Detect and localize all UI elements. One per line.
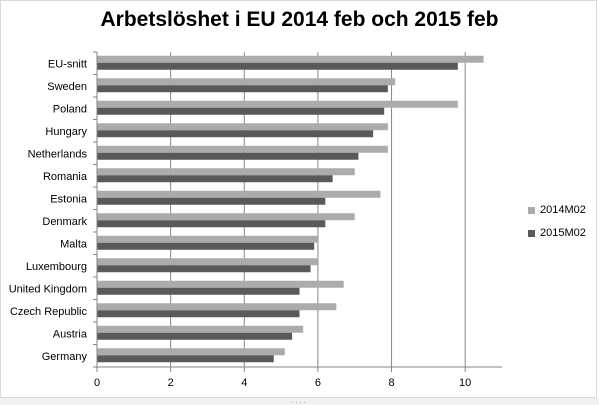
bar-2015M02-eu-snitt — [97, 62, 458, 70]
bar-2015M02-austria — [97, 332, 293, 340]
bars — [97, 55, 484, 363]
bar-2014M02-luxembourg — [97, 258, 318, 266]
bar-2014M02-romania — [97, 168, 355, 176]
bar-2015M02-germany — [97, 355, 274, 363]
bar-2014M02-poland — [97, 100, 458, 108]
legend: 2014M02 2015M02 — [528, 201, 598, 247]
legend-item-2014M02: 2014M02 — [528, 201, 598, 219]
x-tick-label-4: 4 — [241, 377, 247, 389]
y-category-label: Netherlands — [28, 148, 88, 160]
resize-handle[interactable]: .... — [290, 397, 307, 405]
bar-2015M02-czech-republic — [97, 310, 300, 318]
x-tick-label-2: 2 — [168, 377, 174, 389]
x-tick-label-8: 8 — [388, 377, 394, 389]
legend-label: 2015M02 — [540, 227, 586, 239]
chart-title: Arbetslöshet i EU 2014 feb och 2015 feb — [100, 8, 499, 31]
x-tick-label-0: 0 — [94, 377, 100, 389]
legend-item-2015M02: 2015M02 — [528, 224, 598, 242]
y-category-label: Estonia — [50, 193, 88, 205]
x-tick-label-10: 10 — [459, 377, 471, 389]
y-category-label: Denmark — [42, 216, 87, 228]
bar-2014M02-czech-republic — [97, 303, 337, 311]
legend-swatch — [528, 206, 535, 214]
y-category-label: Romania — [43, 171, 88, 183]
y-category-label: United Kingdom — [9, 283, 87, 295]
bar-2014M02-sweden — [97, 78, 396, 86]
axis-labels: 0 2 4 6 8 10 EU-snitt Sweden Poland Hungary Nether… — [9, 58, 472, 389]
bar-2014M02-denmark — [97, 213, 355, 221]
bar-2014M02-eu-snitt — [97, 55, 484, 63]
bar-2014M02-netherlands — [97, 145, 388, 153]
axes — [93, 51, 502, 372]
gridlines — [170, 52, 466, 367]
bar-2015M02-estonia — [97, 197, 326, 205]
legend-label: 2014M02 — [540, 204, 586, 216]
y-category-label: Czech Republic — [10, 306, 88, 318]
bar-2014M02-hungary — [97, 123, 388, 131]
bar-2014M02-germany — [97, 348, 285, 356]
bar-2015M02-sweden — [97, 85, 388, 93]
bar-2014M02-austria — [97, 325, 304, 333]
bar-2015M02-hungary — [97, 130, 374, 138]
bar-2014M02-malta — [97, 235, 318, 243]
bar-2015M02-united-kingdom — [97, 287, 300, 295]
legend-swatch — [528, 229, 535, 237]
y-category-label: Malta — [60, 238, 88, 250]
y-category-label: Sweden — [47, 81, 87, 93]
y-category-label: EU-snitt — [48, 58, 87, 70]
bar-2015M02-denmark — [97, 220, 326, 228]
y-category-label: Luxembourg — [26, 261, 87, 273]
window-bottom-strip — [0, 398, 599, 405]
y-category-label: Austria — [53, 328, 88, 340]
bar-2015M02-malta — [97, 242, 315, 250]
bar-2015M02-poland — [97, 107, 385, 115]
bar-2015M02-netherlands — [97, 152, 359, 160]
bar-2014M02-united-kingdom — [97, 280, 344, 288]
bar-2015M02-luxembourg — [97, 265, 311, 273]
y-category-label: Hungary — [45, 126, 87, 138]
y-category-label: Poland — [53, 103, 87, 115]
y-category-label: Germany — [42, 351, 88, 363]
bar-2015M02-romania — [97, 175, 333, 183]
x-tick-label-6: 6 — [315, 377, 321, 389]
bar-2014M02-estonia — [97, 190, 381, 198]
